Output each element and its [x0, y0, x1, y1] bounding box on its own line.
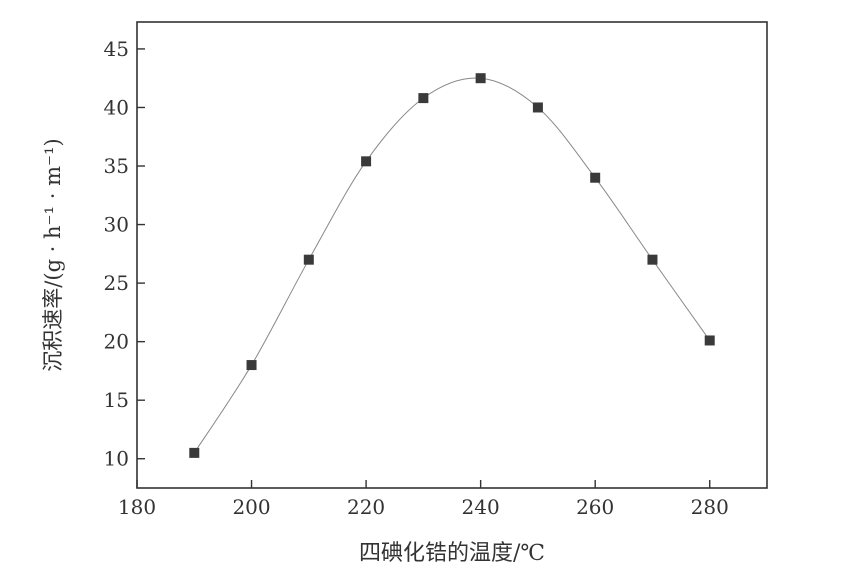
data-point: [189, 447, 200, 458]
x-tick-label: 220: [347, 495, 385, 519]
data-point: [418, 93, 429, 104]
data-point: [532, 102, 543, 113]
x-tick-label: 180: [118, 495, 156, 519]
data-point: [475, 73, 486, 84]
data-point: [303, 254, 314, 265]
fit-curve: [193, 77, 711, 454]
data-point: [246, 360, 257, 371]
x-axis: 180 200 220 240 260 280: [118, 480, 729, 519]
y-tick-label: 40: [104, 95, 129, 119]
data-points: [189, 73, 715, 458]
data-point: [590, 172, 601, 183]
y-tick-label: 30: [104, 213, 129, 237]
x-tick-label: 200: [232, 495, 270, 519]
plot-frame: [136, 21, 768, 489]
data-point: [647, 254, 658, 265]
y-tick-label: 25: [104, 271, 129, 295]
x-tick-label: 280: [691, 495, 729, 519]
data-point: [704, 335, 715, 346]
y-tick-label: 45: [104, 37, 129, 61]
y-tick-label: 20: [104, 330, 129, 354]
y-tick-label: 35: [104, 154, 129, 178]
x-tick-label: 240: [462, 495, 500, 519]
x-axis-label: 四碘化锆的温度/℃: [359, 541, 545, 566]
x-tick-label: 260: [576, 495, 614, 519]
y-axis: 10 15 20 25 30 35 40 45: [104, 37, 145, 471]
y-tick-label: 15: [104, 388, 129, 412]
y-tick-label: 10: [104, 447, 129, 471]
data-point: [361, 156, 372, 167]
y-axis-label: 沉积速率/(g · h⁻¹ · m⁻¹): [41, 138, 65, 371]
